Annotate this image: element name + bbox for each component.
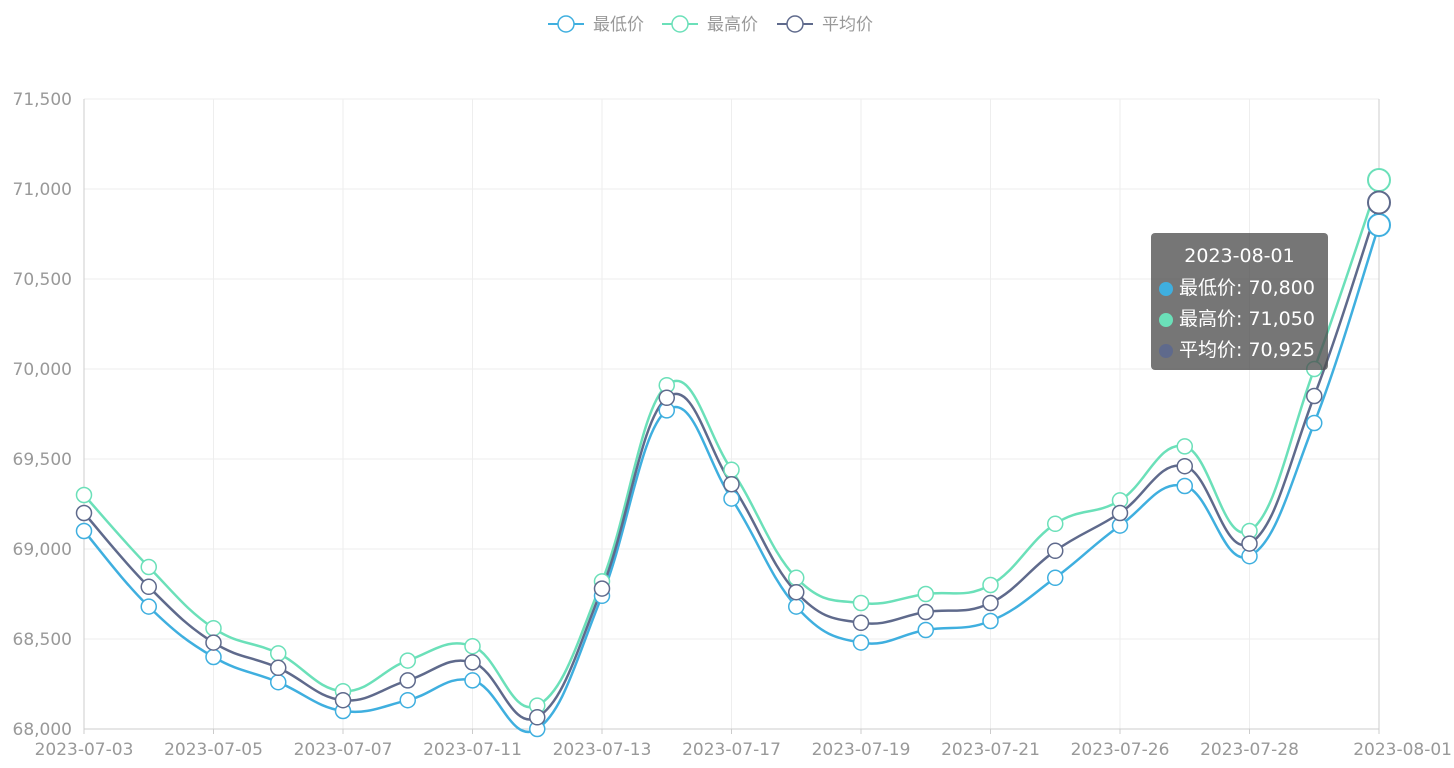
data-point-avg[interactable] [1241, 535, 1258, 552]
data-point-high[interactable] [1047, 515, 1064, 533]
y-tick-label: 68,500 [13, 630, 72, 650]
tooltip-title: 2023-08-01 [1184, 245, 1295, 267]
data-point-high[interactable] [982, 576, 999, 594]
x-tick-label: 2023-07-03 [35, 740, 134, 760]
axes: 68,000 68,500 69,000 69,500 70,000 70,500 71,0… [13, 90, 1452, 760]
data-point-high[interactable] [1367, 168, 1391, 192]
data-point-high[interactable] [399, 652, 416, 669]
legend-label-high: 最高价 [707, 15, 758, 35]
legend: 最低价 最高价 平均价 [548, 15, 873, 35]
x-tick-label: 2023-07-26 [1071, 740, 1170, 760]
y-tick-label: 69,000 [13, 540, 72, 560]
data-point-avg[interactable] [1306, 387, 1323, 405]
data-point-avg[interactable] [140, 578, 157, 596]
data-point-avg[interactable] [982, 594, 999, 612]
data-point-avg[interactable] [852, 614, 870, 632]
grid [84, 98, 1380, 729]
tooltip-label-high: 最高价: 71,050 [1179, 308, 1315, 330]
data-point-avg[interactable] [723, 475, 740, 493]
data-point-avg[interactable] [1367, 190, 1391, 215]
data-point-high[interactable] [205, 619, 222, 637]
data-point-high[interactable] [270, 645, 287, 662]
x-tick-label: 2023-07-28 [1200, 740, 1299, 760]
x-tick-label: 2023-08-01 [1353, 740, 1452, 760]
data-point-high[interactable] [75, 486, 93, 504]
data-point-high[interactable] [140, 558, 157, 576]
data-point-low[interactable] [205, 648, 222, 666]
data-point-avg[interactable] [464, 654, 481, 671]
data-point-low[interactable] [140, 598, 157, 615]
data-point-low[interactable] [1047, 569, 1064, 587]
tooltip-label-low: 最低价: 70,800 [1179, 277, 1315, 299]
data-point-low[interactable] [270, 673, 287, 691]
data-point-avg[interactable] [205, 634, 222, 651]
x-tick-label: 2023-07-05 [164, 740, 263, 760]
data-point-avg[interactable] [270, 659, 287, 677]
data-point-avg[interactable] [399, 672, 416, 689]
data-point-low[interactable] [723, 490, 740, 507]
legend-marker-low [557, 15, 575, 33]
data-point-low[interactable] [982, 612, 999, 630]
tooltip-label-avg: 平均价: 70,925 [1179, 339, 1315, 361]
y-tick-label: 70,000 [13, 360, 72, 380]
data-point-avg[interactable] [529, 709, 546, 726]
data-point-high[interactable] [723, 461, 740, 479]
data-point-high[interactable] [464, 637, 481, 655]
x-tick-label: 2023-07-13 [553, 740, 652, 760]
data-point-avg[interactable] [593, 580, 611, 597]
data-point-low[interactable] [75, 522, 93, 540]
tooltip-dot-high [1159, 312, 1173, 327]
x-tick-label: 2023-07-07 [294, 740, 393, 760]
data-point-high[interactable] [1176, 438, 1193, 455]
data-point-high[interactable] [917, 585, 934, 603]
y-tick-label: 71,000 [13, 180, 72, 200]
legend-item-avg[interactable]: 平均价 [777, 15, 873, 35]
tooltip-row-low: 最低价: 70,800 [1159, 273, 1320, 304]
tooltip-dot-avg [1159, 343, 1173, 358]
data-point-low[interactable] [1176, 477, 1193, 495]
data-point-low[interactable] [1306, 414, 1323, 432]
data-point-low[interactable] [399, 691, 416, 709]
legend-item-low[interactable]: 最低价 [548, 15, 644, 35]
tooltip-row-high: 最高价: 71,050 [1159, 304, 1320, 335]
data-point-low[interactable] [788, 598, 805, 615]
tooltip-row-avg: 平均价: 70,925 [1159, 335, 1320, 366]
legend-marker-avg [786, 15, 804, 33]
data-point-high[interactable] [852, 594, 870, 612]
legend-label-low: 最低价 [593, 15, 644, 35]
y-tick-label: 70,500 [13, 270, 72, 290]
tooltip-dot-low [1159, 281, 1173, 296]
y-tick-label: 71,500 [13, 90, 72, 110]
data-point-low[interactable] [464, 672, 481, 689]
data-point-avg[interactable] [788, 583, 805, 601]
x-tick-label: 2023-07-19 [812, 740, 911, 760]
data-point-avg[interactable] [1111, 504, 1129, 522]
y-tick-label: 69,500 [13, 450, 72, 470]
data-point-avg[interactable] [917, 603, 934, 621]
x-tick-label: 2023-07-21 [941, 740, 1040, 760]
data-point-avg[interactable] [658, 389, 675, 407]
data-point-avg[interactable] [334, 691, 352, 709]
data-point-avg[interactable] [1176, 457, 1193, 475]
legend-item-high[interactable]: 最高价 [662, 15, 758, 35]
data-point-avg[interactable] [75, 504, 93, 522]
x-tick-label: 2023-07-11 [423, 740, 522, 760]
tooltip: 2023-08-01 最低价: 70,800 最高价: 71,050 平均价: … [1151, 233, 1328, 370]
data-point-high[interactable] [788, 569, 805, 587]
data-point-low[interactable] [917, 621, 934, 639]
data-point-low[interactable] [852, 634, 870, 651]
data-point-low[interactable] [1367, 213, 1391, 237]
series-points[interactable] [75, 168, 1391, 738]
legend-marker-high [671, 15, 689, 33]
data-point-avg[interactable] [1047, 542, 1064, 560]
legend-label-avg: 平均价 [822, 15, 873, 35]
x-tick-label: 2023-07-17 [682, 740, 781, 760]
y-tick-label: 68,000 [13, 720, 72, 740]
